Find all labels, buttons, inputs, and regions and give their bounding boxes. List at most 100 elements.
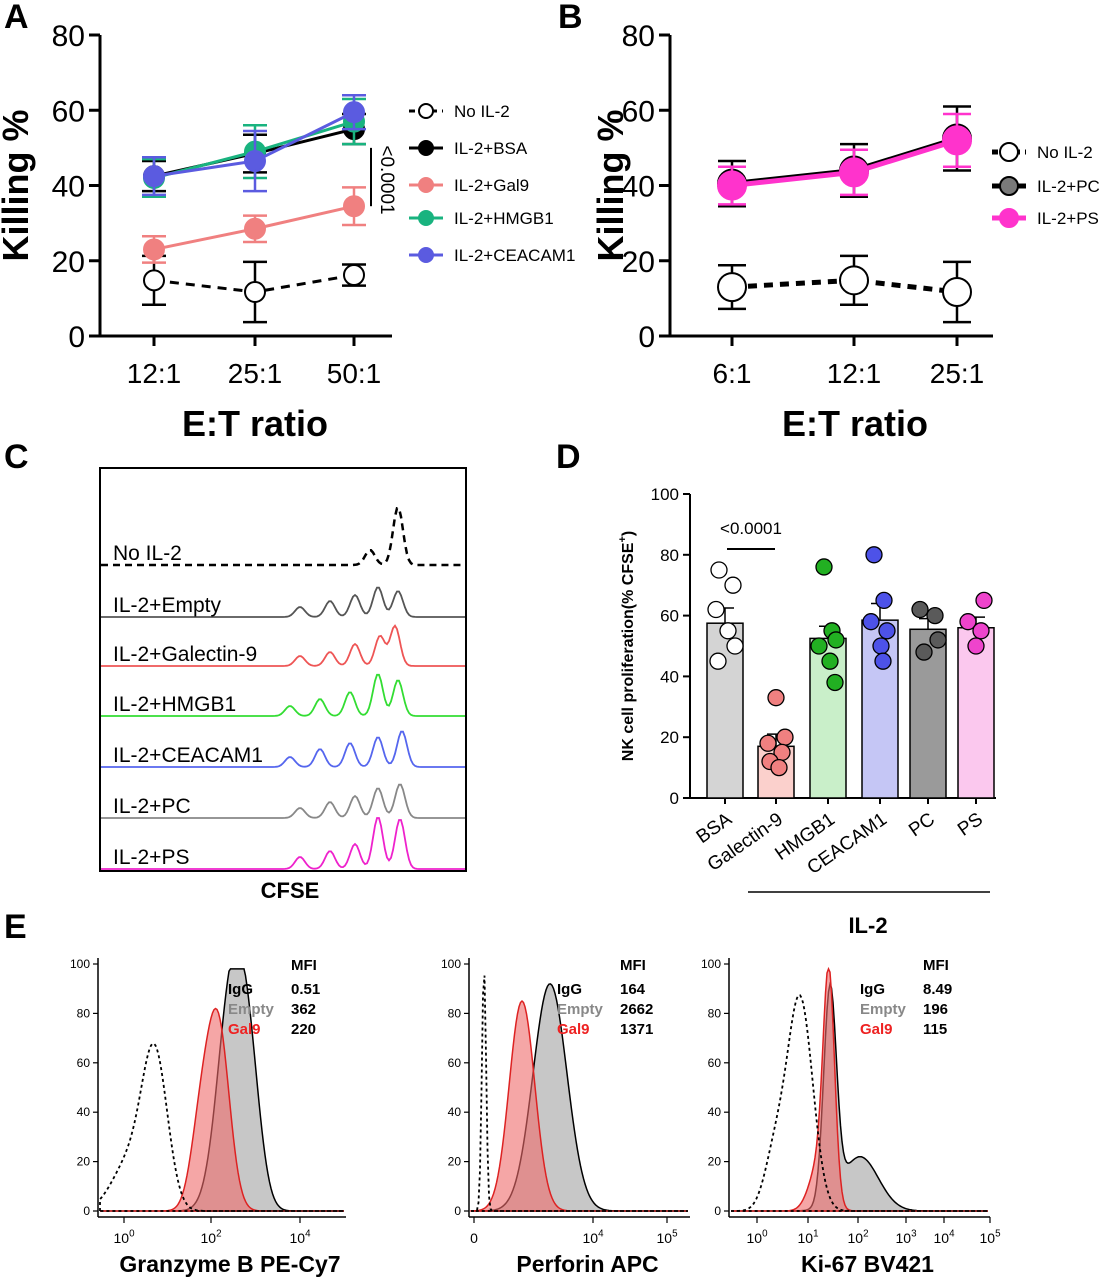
- panel-letter-b: B: [558, 0, 583, 36]
- series-il-2-pc: [717, 105, 972, 208]
- y-tick-label: 20: [52, 246, 85, 279]
- legend-label: IL-2+BSA: [454, 139, 528, 158]
- data-point: [827, 631, 845, 649]
- track-il-2-ps: IL-2+PS: [101, 817, 465, 870]
- track-label: IL-2+HMGB1: [113, 693, 236, 716]
- histogram-stack-c: No IL-2 IL-2+Empty IL-2+Galectin-9 IL-2+HMG…: [99, 467, 467, 903]
- data-point: [929, 631, 947, 649]
- track-label: No IL-2: [113, 542, 182, 565]
- mfi-value: 196: [923, 1001, 948, 1018]
- y-tick-label: 100: [701, 957, 721, 971]
- legend-marker: [999, 208, 1019, 228]
- histogram-igg: [471, 975, 688, 1212]
- y-tick-label: 80: [660, 546, 679, 565]
- mfi-label: Gal9: [557, 1021, 590, 1038]
- mfi-label: IgG: [228, 981, 253, 998]
- panel-letter-a: A: [4, 0, 29, 36]
- panel-letter-e: E: [4, 908, 27, 946]
- y-tick-label: 0: [83, 1204, 90, 1218]
- data-point: [717, 272, 747, 303]
- y-tick-label: 60: [660, 607, 679, 626]
- data-point: [915, 643, 933, 661]
- y-tick-label: 100: [70, 957, 90, 971]
- mfi-value: 115: [923, 1021, 947, 1038]
- track-label: IL-2+PS: [113, 846, 189, 869]
- track-label: IL-2+PC: [113, 795, 191, 818]
- data-point: [710, 561, 728, 579]
- legend-marker: [418, 247, 434, 263]
- data-point: [959, 613, 977, 631]
- data-point: [926, 606, 944, 625]
- data-point: [707, 600, 725, 619]
- y-tick-label: 80: [622, 20, 655, 53]
- x-tick-label: 105: [656, 1229, 678, 1246]
- mfi-header: MFI: [923, 957, 949, 974]
- flow-histogram-3: 0 20 40 60 80 100 100 101 102 103 104 105 MFI IgG 8.49…: [701, 957, 1001, 1277]
- x-tick-label: 25:1: [930, 358, 985, 389]
- data-point: [343, 195, 365, 218]
- legend-entry: IL-2+CEACAM1: [409, 246, 575, 265]
- y-tick-label: 40: [77, 1105, 91, 1119]
- y-tick-label: 100: [651, 485, 679, 504]
- mfi-label: Empty: [228, 1001, 275, 1018]
- legend-marker: [999, 142, 1019, 162]
- histogram-empty: [731, 981, 988, 1212]
- histogram-trace: [101, 783, 465, 819]
- data-point: [815, 558, 833, 576]
- x-axis-label: Granzyme B PE-Cy7: [119, 1251, 340, 1277]
- y-tick-label: 80: [52, 20, 85, 53]
- x-axis-label: CFSE: [261, 878, 320, 903]
- series-il-2-ps: [717, 112, 972, 206]
- legend-label: IL-2+Gal9: [454, 176, 529, 195]
- mfi-header: MFI: [620, 957, 646, 974]
- legend-entry: No IL-2: [409, 102, 510, 121]
- significance-bracket: <0.0001: [370, 145, 397, 215]
- y-tick-label: 40: [622, 171, 655, 204]
- legend-entry: IL-2+Gal9: [409, 176, 529, 195]
- x-axis-label: Perforin APC: [516, 1251, 658, 1277]
- legend-label: IL-2+PC: [1037, 177, 1100, 196]
- mfi-label: Gal9: [860, 1021, 893, 1038]
- flow-histogram-1: 0 20 40 60 80 100 100 102 104 MFI IgG 0.51 Empty 362 G…: [70, 957, 346, 1277]
- flow-histogram-2: 0 20 40 60 80 100 0 104 105 MFI IgG 164 Empty 2662 Gal…: [441, 957, 690, 1277]
- data-point: [770, 758, 788, 777]
- plot-frame: [99, 467, 467, 872]
- histogram-trace: [101, 624, 465, 667]
- legend-entry: No IL-2: [992, 142, 1093, 162]
- legend-entry: IL-2+PC: [992, 176, 1100, 196]
- x-tick-label: 104: [933, 1229, 955, 1246]
- data-point: [244, 150, 266, 173]
- y-tick-label: 80: [708, 1006, 722, 1020]
- legend-marker: [418, 140, 434, 156]
- data-point: [862, 613, 880, 631]
- data-point: [839, 265, 869, 296]
- y-tick-label: 60: [448, 1056, 462, 1070]
- y-axis-label: Killing %: [0, 110, 36, 262]
- series-il-2-ceacam1: [142, 93, 366, 197]
- histogram-igg: [99, 1042, 344, 1212]
- histogram-igg: [731, 994, 988, 1212]
- panel-letter-c: C: [4, 438, 29, 476]
- mfi-label: Empty: [860, 1001, 907, 1018]
- data-point: [343, 264, 365, 287]
- x-axis-label: E:T ratio: [782, 403, 928, 444]
- data-point: [878, 622, 896, 640]
- data-point: [839, 157, 869, 188]
- track-label: IL-2+Empty: [113, 594, 221, 617]
- legend-label: No IL-2: [1037, 143, 1093, 162]
- x-tick-label: 104: [582, 1229, 604, 1246]
- legend-marker: [418, 177, 434, 193]
- x-tick-label: 105: [979, 1229, 1001, 1246]
- mfi-label: Gal9: [228, 1021, 261, 1038]
- y-tick-label: 20: [622, 246, 655, 279]
- data-point: [911, 600, 929, 619]
- data-point: [343, 101, 365, 124]
- bar-group-ps: PS: [954, 591, 995, 841]
- series-il-2-gal9: [142, 186, 366, 264]
- data-point: [717, 170, 747, 201]
- p-value-label: <0.0001: [376, 145, 397, 214]
- histogram-trace: [101, 817, 465, 870]
- x-tick-label: 102: [200, 1229, 221, 1246]
- data-point: [826, 673, 844, 692]
- histogram-trace: [101, 506, 465, 567]
